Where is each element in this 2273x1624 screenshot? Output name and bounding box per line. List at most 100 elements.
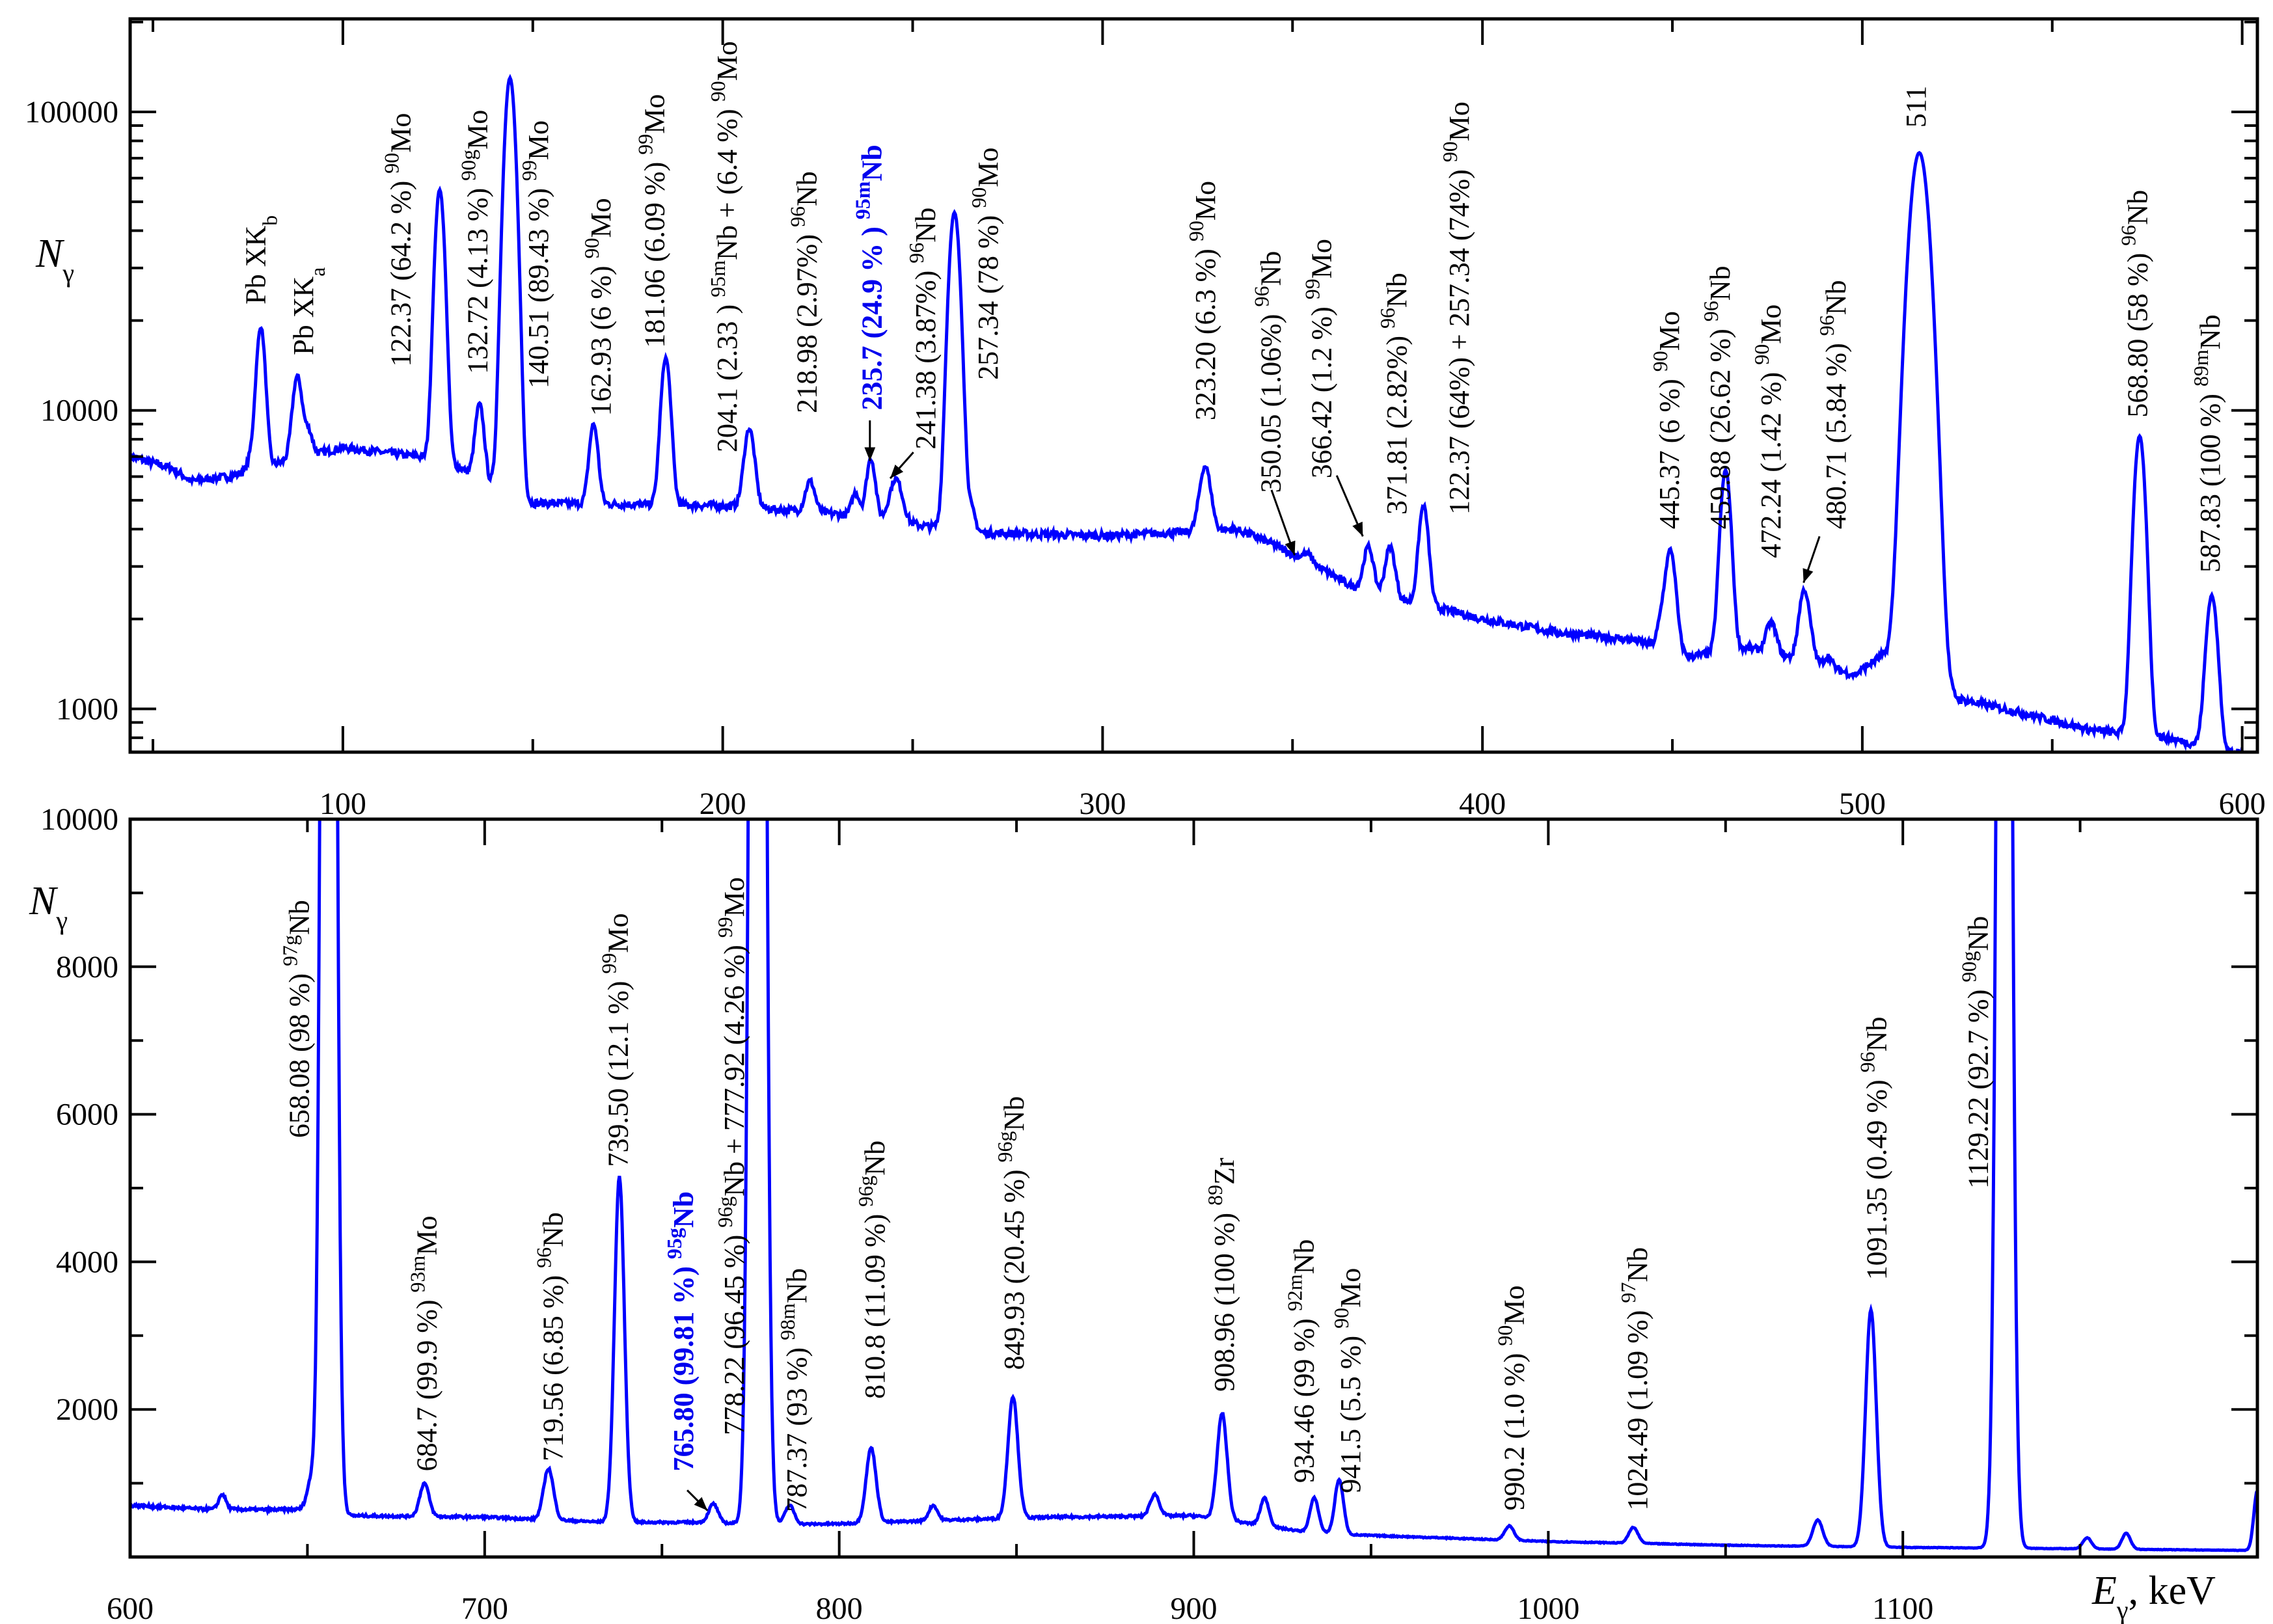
x-axis-label-main: E <box>2091 1569 2117 1613</box>
peak-annotation: 472.24 (1.42 %) 90Mo <box>1750 304 1787 558</box>
x-tick-label: 300 <box>1079 787 1126 821</box>
isotope-mass-superscript: 90 <box>1438 141 1462 162</box>
annotation-arrow <box>1335 475 1364 537</box>
isotope-mass-superscript: 97g <box>279 935 302 966</box>
annotation-text: 587.83 (100 %) <box>2194 386 2226 573</box>
annotation-text: 568.80 (58 %) <box>2122 246 2154 418</box>
annotation-text: Mo <box>972 148 1004 187</box>
peak-annotation: 908.96 (100 %) 89Zr <box>1203 1157 1240 1392</box>
isotope-mass-superscript: 95m <box>851 181 875 219</box>
peak-annotation: 1129.22 (92.7 %) 90gNb <box>1957 916 1994 1189</box>
peak-annotation: 235.7 (24.9 % ) 95mNb <box>851 144 888 410</box>
annotation-text: 1024.49 (1.09 %) <box>1622 1303 1654 1511</box>
peak-annotation: 480.71 (5.84 %) 96Nb <box>1815 280 1852 529</box>
annotation-text: 719.56 (6.85 %) <box>537 1268 569 1461</box>
annotation-arrow <box>687 1489 709 1511</box>
annotation-text: 1091.35 (0.49 %) <box>1861 1072 1893 1280</box>
annotation-text: 241.38 (3.87%) <box>910 264 942 450</box>
y-tick-label: 4000 <box>56 1245 118 1279</box>
peak-annotation: 371.81 (2.82%) 96Nb <box>1376 273 1413 515</box>
isotope-mass-superscript: 99 <box>517 160 541 181</box>
isotope-mass-superscript: 90 <box>1750 344 1773 365</box>
isotope-mass-superscript: 96 <box>905 243 928 264</box>
x-tick-label: 1100 <box>1872 1591 1933 1624</box>
annotation-text: 162.93 (6 %) <box>585 258 617 416</box>
y-axis-label-main: N <box>29 879 59 923</box>
annotation-text: 765.80 (99.81 %) <box>668 1259 700 1471</box>
x-tick-label: 900 <box>1171 1591 1218 1624</box>
x-tick-label: 500 <box>1839 787 1886 821</box>
annotation-text: 849.93 (20.45 %) <box>998 1162 1030 1370</box>
peak-annotation: 658.08 (98 %) 97gNb <box>279 900 316 1138</box>
isotope-mass-superscript: 93m <box>406 1255 429 1292</box>
y-axis-label-sub: γ <box>55 906 68 935</box>
annotation-text: Nb <box>1381 273 1413 308</box>
peak-annotation: 323.20 (6.3 %) 90Mo <box>1184 181 1221 420</box>
annotation-text: Nb + (6.4 %) <box>711 102 743 260</box>
annotation-text: 323.20 (6.3 %) <box>1190 241 1221 420</box>
isotope-mass-superscript: 90g <box>1957 951 1981 982</box>
peak-annotation: Pb XKa <box>288 267 329 355</box>
isotope-mass-superscript: 96 <box>1376 308 1399 329</box>
x-tick-label: 600 <box>2219 787 2266 821</box>
isotope-mass-superscript: 97 <box>1616 1282 1640 1303</box>
annotation-text: Nb <box>2194 314 2226 349</box>
peak-annotation: 181.06 (6.09 %) 99Mo <box>633 94 670 348</box>
annotation-text: 739.50 (12.1 %) <box>603 974 634 1167</box>
annotation-text: 684.7 (99.9 %) <box>411 1292 443 1471</box>
annotation-text: 366.42 (1.2 %) <box>1305 299 1337 478</box>
annotation-text: Mo <box>1654 311 1685 351</box>
peak-annotation: 122.37 (64.2 %) 90Mo <box>380 113 417 367</box>
x-tick-label: 400 <box>1459 787 1506 821</box>
annotation-text: 218.98 (2.97%) <box>791 227 823 413</box>
annotation-text: Nb <box>781 1268 813 1303</box>
peak-annotation: 787.37 (93 %) 98mNb <box>776 1268 813 1512</box>
annotation-arrow <box>1270 489 1296 556</box>
annotation-text: Nb <box>284 900 316 935</box>
plot-frame <box>128 817 2259 1559</box>
y-axis-label: Nγ <box>35 232 74 288</box>
y-tick-label: 10000 <box>40 394 118 428</box>
isotope-mass-superscript: 90 <box>1648 351 1672 372</box>
annotation-text: Nb <box>2122 190 2154 225</box>
annotation-text: Nb <box>1963 916 1994 951</box>
annotation-text: Mo <box>1755 304 1787 344</box>
isotope-mass-superscript: 90g <box>457 150 480 181</box>
annotation-text: Mo <box>1499 1285 1531 1325</box>
peak-annotation: 941.5 (5.5 %) 90Mo <box>1329 1268 1367 1493</box>
isotope-mass-superscript: 99 <box>713 917 737 938</box>
annotation-text: Nb <box>1288 1239 1320 1275</box>
annotation-text: Mo <box>1305 239 1337 278</box>
annotation-text: Nb + 777.92 (4.26 %) <box>718 938 750 1197</box>
isotope-mass-superscript: 92m <box>1283 1274 1307 1311</box>
isotope-mass-superscript: 90 <box>1184 221 1208 241</box>
annotation-text: 132.72 (4.13 %) <box>462 181 494 374</box>
annotation-text: 122.37 (64%) + 257.34 (74%) <box>1443 162 1475 515</box>
peak-annotation: 162.93 (6 %) 90Mo <box>580 198 617 416</box>
y-tick-label: 8000 <box>56 950 118 984</box>
subscript: a <box>306 267 329 277</box>
panel-bottom: 600 700 800 900 1000 1100 2000 4000 6000 8000 1000… <box>29 802 2259 1624</box>
annotation-text: Zr <box>1208 1157 1240 1185</box>
spectrum-line <box>130 74 2249 752</box>
x-axis-label: Eγ, keV <box>2091 1569 2216 1624</box>
isotope-mass-superscript: 95m <box>706 260 729 297</box>
annotation-text: Pb XK <box>288 277 320 355</box>
isotope-mass-superscript: 95g <box>662 1228 686 1259</box>
peak-annotation: 568.80 (58 %) 96Nb <box>2117 190 2154 418</box>
annotation-text: Nb <box>1820 280 1852 315</box>
isotope-mass-superscript: 90 <box>967 187 990 208</box>
x-tick-label: 100 <box>320 787 366 821</box>
subscript: b <box>258 215 282 226</box>
isotope-mass-superscript: 90 <box>1493 1325 1517 1346</box>
annotation-text: Mo <box>1335 1268 1367 1308</box>
x-tick-label: 800 <box>816 1591 863 1624</box>
peak-annotation: 587.83 (100 %) 89mNb <box>2189 314 2226 573</box>
peak-annotation: 934.46 (99 %) 92mNb <box>1283 1239 1320 1483</box>
annotation-text: Nb <box>856 144 888 181</box>
annotation-text: Nb <box>1255 251 1286 286</box>
annotation-text: 459.88 (26.62 %) <box>1704 321 1736 529</box>
annotation-text: Nb <box>1704 265 1736 301</box>
x-tick-label: 200 <box>700 787 746 821</box>
isotope-mass-superscript: 90 <box>706 81 729 102</box>
